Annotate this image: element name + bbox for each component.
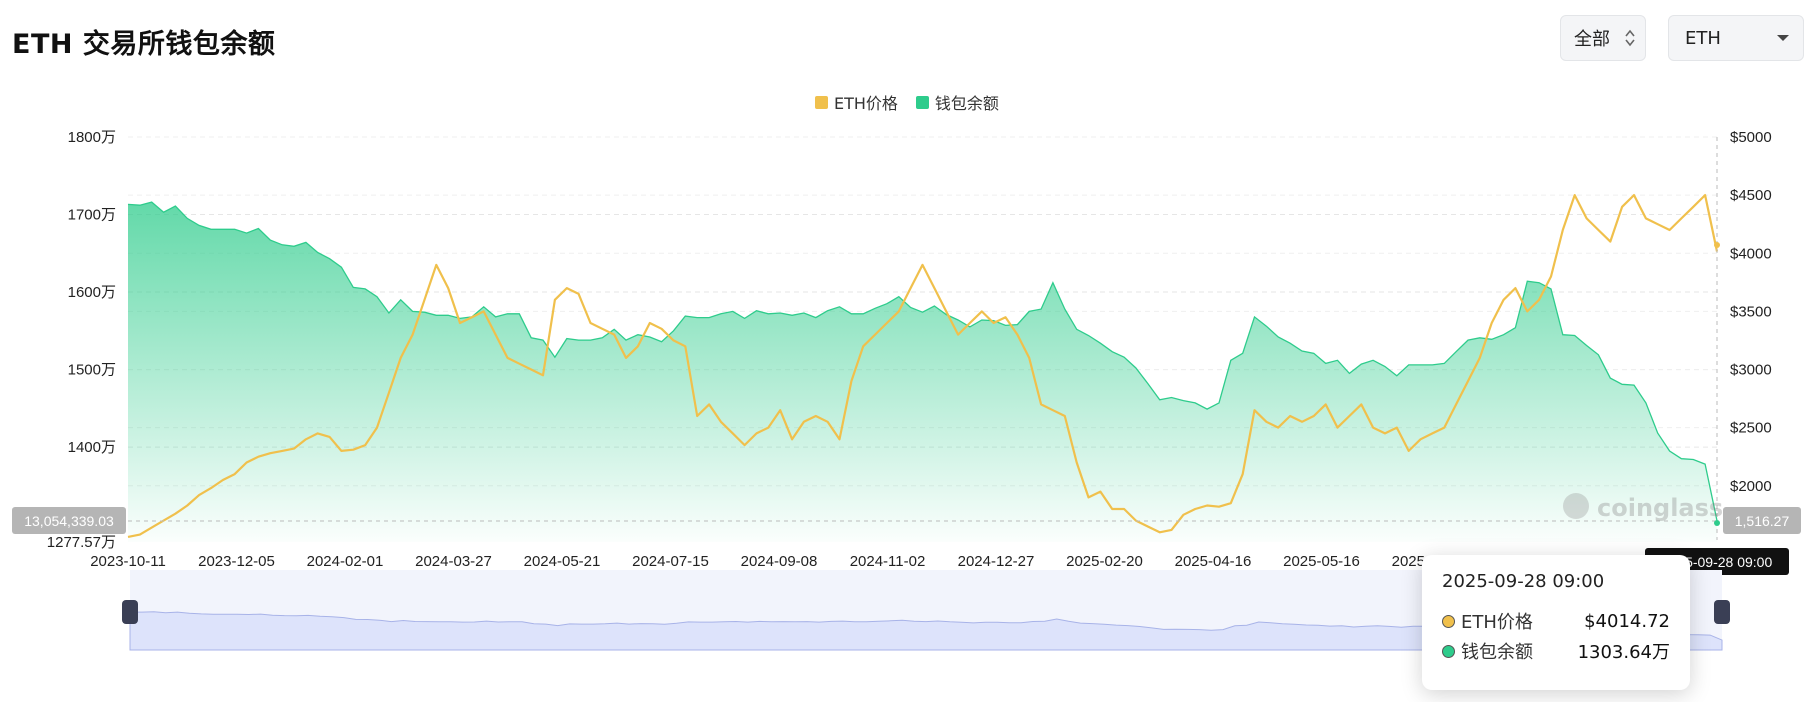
x-tick-label: 2024-02-01 — [307, 553, 384, 570]
tooltip-balance-dot — [1442, 644, 1455, 658]
chart-tooltip: 2025-09-28 09:00 ETH价格 $4014.72 钱包余额 130… — [1422, 555, 1690, 690]
y-axis-left: 1800万 1700万 1600万 1500万 1400万 1277.57万 — [47, 129, 116, 551]
crosshair-balance-point — [1714, 520, 1720, 526]
crosshair-right-label-bg — [1723, 507, 1801, 534]
time-range-select[interactable]: 全部 — [1560, 15, 1646, 61]
crosshair: 13,054,339.03 1,516.27 2025-09-28 09:00 — [12, 137, 1801, 575]
legend-swatch-price — [815, 95, 828, 109]
x-tick-label: 2024-07-15 — [632, 553, 709, 570]
page-title: ETH 交易所钱包余额 — [12, 29, 276, 60]
y-right-tick-label: $2000 — [1730, 478, 1772, 495]
y-right-tick-label: $4500 — [1730, 187, 1772, 204]
y-left-tick-label: 1277.57万 — [47, 534, 116, 551]
tooltip-price-dot — [1442, 614, 1455, 628]
y-right-tick-label: $3000 — [1730, 362, 1772, 379]
x-tick-label: 2025-02-20 — [1066, 553, 1143, 570]
series-layer — [127, 194, 1719, 542]
crosshair-left-label: 13,054,339.03 — [24, 513, 114, 529]
y-left-tick-label: 1400万 — [68, 439, 116, 456]
x-tick-label: 2025-04-16 — [1175, 553, 1252, 570]
coin-select-label: ETH — [1685, 27, 1721, 49]
x-tick-label: 2024-05-21 — [524, 553, 601, 570]
x-tick-label: 2023-12-05 — [198, 553, 275, 570]
x-tick-label: 2024-03-27 — [415, 553, 492, 570]
legend-item-balance[interactable]: 钱包余额 — [915, 90, 999, 114]
sort-updown-icon — [1625, 29, 1635, 47]
x-tick-label: 2024-11-02 — [850, 553, 926, 570]
price-line — [127, 194, 1719, 538]
legend-label-price: ETH价格 — [834, 94, 898, 113]
legend-swatch-balance — [915, 95, 929, 109]
y-right-tick-label: $5000 — [1730, 129, 1772, 146]
tooltip-balance-value: 1303.64万 — [1577, 642, 1670, 663]
range-slider-right-handle[interactable] — [1714, 600, 1730, 624]
time-range-label: 全部 — [1574, 29, 1610, 50]
balance-line — [127, 201, 1718, 521]
tooltip-date: 2025-09-28 09:00 — [1442, 571, 1605, 592]
chart-legend: ETH价格 钱包余额 — [815, 90, 999, 114]
tooltip-row-balance: 钱包余额 1303.64万 — [1442, 636, 1670, 666]
tooltip-price-label: ETH价格 — [1461, 612, 1533, 633]
coinglass-logo-icon — [1563, 493, 1589, 519]
x-tick-label: 2023-10-11 — [90, 553, 166, 570]
x-axis: 2023-10-11 2023-12-05 2024-02-01 2024-03-27… — [90, 553, 1468, 570]
y-left-tick-label: 1500万 — [68, 362, 116, 379]
tooltip-balance-label: 钱包余额 — [1461, 642, 1533, 663]
legend-label-balance: 钱包余额 — [934, 94, 999, 113]
chevron-down-icon — [1777, 35, 1789, 41]
y-left-tick-label: 1600万 — [68, 284, 116, 301]
balance-area — [128, 202, 1717, 542]
y-axis-right: $5000 $4500 $4000 $3500 $3000 $2500 $2000 — [1730, 129, 1772, 495]
x-tick-label: 2024-12-27 — [958, 553, 1035, 570]
y-right-tick-label: $4000 — [1730, 245, 1772, 262]
x-tick-label: 2025-05-16 — [1283, 553, 1360, 570]
watermark-text: coinglass — [1597, 494, 1723, 522]
crosshair-left-label-bg — [12, 507, 126, 534]
legend-item-price[interactable]: ETH价格 — [815, 90, 898, 114]
tooltip-row-price: ETH价格 $4014.72 — [1442, 606, 1670, 636]
crosshair-right-label: 1,516.27 — [1735, 513, 1790, 529]
coinglass-watermark: coinglass — [1563, 493, 1723, 522]
y-left-tick-label: 1800万 — [68, 129, 116, 146]
tooltip-price-value: $4014.72 — [1584, 610, 1670, 632]
range-slider-left-handle[interactable] — [122, 600, 138, 624]
y-right-tick-label: $3500 — [1730, 303, 1772, 320]
y-left-tick-label: 1700万 — [68, 207, 116, 224]
crosshair-price-point — [1714, 242, 1720, 248]
x-tick-label: 2024-09-08 — [741, 553, 818, 570]
coin-select[interactable]: ETH — [1668, 15, 1804, 61]
y-right-tick-label: $2500 — [1730, 420, 1772, 437]
